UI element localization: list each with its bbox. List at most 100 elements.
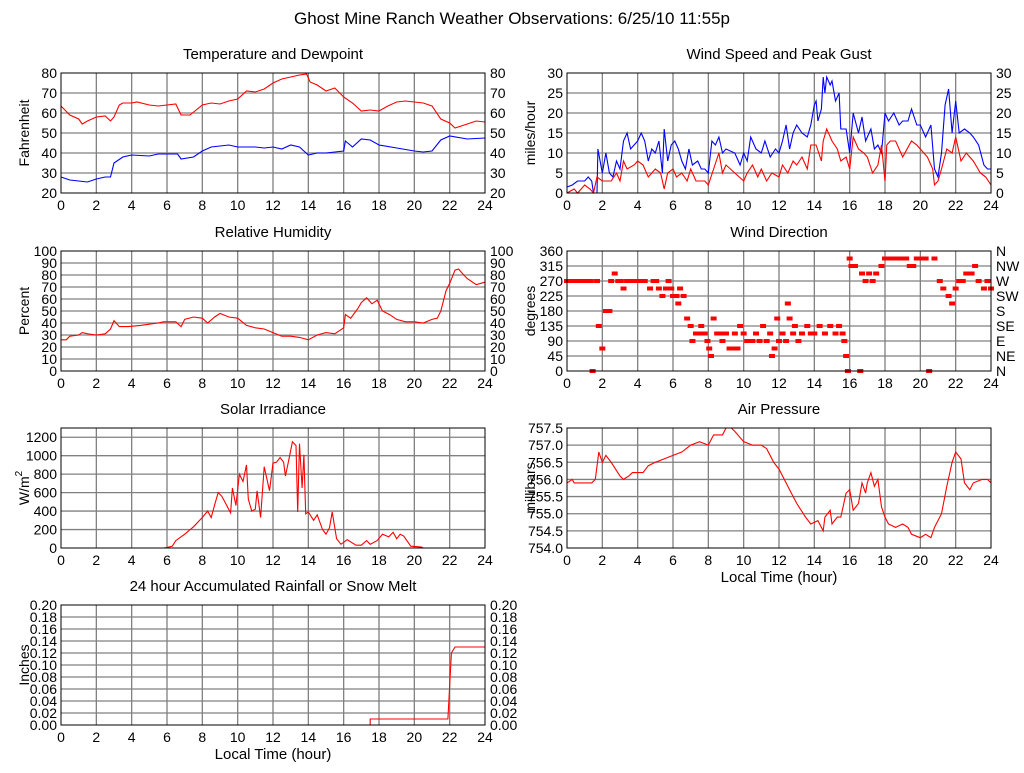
y-tick-label: 270	[540, 273, 564, 289]
y-tick-label-right: 0.18	[490, 609, 517, 625]
y-tick-label: 0.16	[30, 621, 57, 637]
data-point	[696, 331, 703, 336]
y-tick-label: 225	[540, 288, 564, 304]
x-tick-label: 2	[598, 197, 606, 213]
y-tick-label: 0	[49, 363, 57, 379]
x-tick-label: 14	[301, 375, 317, 391]
plot-frame	[60, 604, 486, 726]
data-point	[959, 279, 966, 283]
y-axis-label: millibars	[522, 462, 538, 513]
x-tick-label: 4	[634, 375, 642, 391]
y-tick-label: 0.14	[30, 633, 57, 649]
data-point	[737, 324, 744, 328]
y-tick-label: 600	[34, 485, 58, 501]
y-tick-label-right: 50	[490, 125, 506, 141]
x-tick-label: 0	[563, 552, 571, 568]
data-point	[866, 271, 873, 276]
y-tick-label-right: 10	[490, 351, 506, 367]
y-tick-label-right: 15	[996, 125, 1012, 141]
y-tick-label-right: 0	[996, 185, 1004, 201]
data-point	[839, 331, 846, 336]
y-tick-label-right: 0.16	[490, 621, 517, 637]
data-point	[786, 316, 793, 321]
y-tick-label: 90	[547, 333, 563, 349]
y-tick-label: 60	[41, 291, 57, 307]
data-point	[668, 286, 675, 291]
y-tick-label: 0	[49, 540, 57, 556]
x-tick-label: 20	[407, 197, 423, 213]
data-point	[776, 339, 782, 343]
y-tick-label-right: 20	[490, 339, 506, 355]
x-tick-label: 20	[913, 197, 929, 213]
data-point	[763, 339, 770, 343]
y-tick-label: 70	[41, 85, 57, 101]
data-point	[897, 256, 904, 261]
x-tick-label: 0	[57, 729, 65, 745]
data-point	[873, 271, 880, 276]
y-tick-label-right: NW	[996, 258, 1020, 274]
x-tick-label: 8	[704, 197, 712, 213]
x-tick-label: 4	[128, 375, 136, 391]
y-axis-label: Fahrenheit	[16, 99, 32, 166]
y-tick-label-right: N	[996, 363, 1006, 379]
x-tick-label: 16	[336, 729, 352, 745]
data-point	[906, 264, 913, 268]
y-tick-label: 40	[41, 145, 57, 161]
data-point	[771, 346, 778, 351]
x-axis-label: Local Time (hour)	[215, 746, 332, 763]
data-point	[783, 339, 790, 343]
x-tick-label: 12	[265, 729, 281, 745]
data-point	[931, 256, 938, 261]
y-tick-label-right: 0.12	[490, 645, 517, 661]
x-tick-label: 10	[736, 552, 752, 568]
data-point	[611, 271, 618, 276]
data-point	[832, 331, 839, 336]
x-tick-label: 18	[877, 197, 893, 213]
data-point	[945, 294, 952, 298]
data-point	[779, 331, 786, 336]
y-tick-label-right: SE	[996, 318, 1015, 334]
data-point	[795, 339, 802, 343]
y-tick-label-right: 80	[490, 65, 506, 81]
y-tick-label-right: NE	[996, 348, 1015, 364]
data-point	[710, 316, 717, 321]
data-point	[665, 279, 672, 283]
data-point	[760, 324, 767, 328]
x-tick-label: 6	[163, 197, 171, 213]
y-tick-label-right: 0.04	[490, 693, 517, 709]
chart-title: 24 hour Accumulated Rainfall or Snow Mel…	[130, 578, 418, 595]
x-tick-label: 6	[669, 375, 677, 391]
y-tick-label: 0.12	[30, 645, 57, 661]
data-point	[698, 324, 705, 328]
y-tick-label: 80	[41, 65, 57, 81]
y-tick-label: 360	[540, 243, 564, 259]
data-point	[723, 331, 729, 336]
x-tick-label: 2	[598, 375, 606, 391]
data-point	[675, 301, 682, 306]
y-tick-label-right: E	[996, 333, 1005, 349]
y-tick-label-right: 40	[490, 315, 506, 331]
data-point	[972, 264, 979, 268]
data-point	[836, 324, 843, 328]
data-point	[581, 279, 588, 283]
data-point	[740, 331, 747, 336]
data-point	[816, 324, 823, 328]
y-tick-label: 755.0	[528, 506, 563, 522]
y-tick-label: 10	[41, 351, 57, 367]
data-point	[677, 286, 684, 291]
data-point	[913, 256, 920, 261]
x-tick-label: 24	[477, 375, 493, 391]
data-point	[567, 279, 574, 283]
x-tick-label: 14	[807, 375, 823, 391]
x-tick-label: 20	[407, 552, 423, 568]
x-tick-label: 20	[913, 375, 929, 391]
y-tick-label: 754.5	[528, 523, 563, 539]
data-point	[848, 264, 855, 268]
y-tick-label-right: 0.14	[490, 633, 517, 649]
data-point	[774, 316, 781, 321]
y-tick-label-right: 50	[490, 303, 506, 319]
y-tick-label: 20	[547, 105, 563, 121]
data-point	[744, 339, 751, 343]
page-title: Ghost Mine Ranch Weather Observations: 6…	[294, 9, 730, 28]
data-point	[631, 279, 638, 283]
